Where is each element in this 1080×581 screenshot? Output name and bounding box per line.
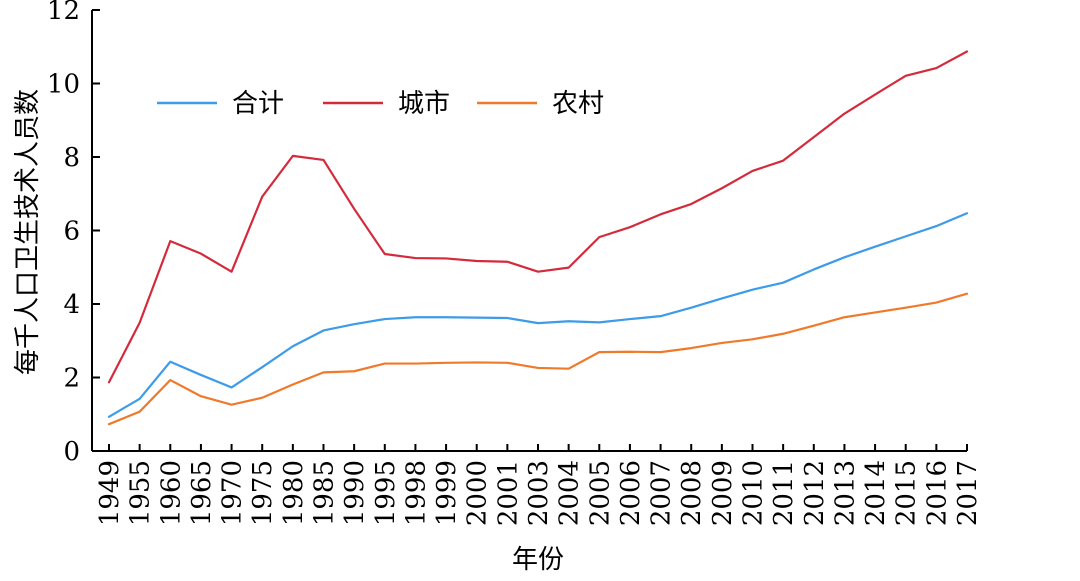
y-tick-label: 6 [63, 217, 80, 247]
x-axis-title: 年份 [512, 545, 564, 575]
x-tick-label: 2008 [677, 460, 707, 526]
x-tick-label: 2005 [585, 460, 615, 526]
y-tick-label: 8 [63, 143, 80, 173]
x-tick-label: 1965 [187, 460, 217, 526]
y-tick-label: 10 [47, 70, 80, 100]
x-tick-label: 2006 [616, 460, 646, 526]
x-tick-label: 2015 [892, 460, 922, 526]
x-tick-label: 2016 [922, 460, 952, 526]
x-tick-label: 2009 [708, 460, 738, 526]
y-axis-ticks: 0 2 4 6 8 10 12 [47, 0, 100, 467]
x-tick-label: 1955 [126, 460, 156, 526]
y-tick-label: 4 [63, 290, 80, 320]
x-tick-label: 2010 [739, 460, 769, 526]
x-tick-label: 1980 [279, 460, 309, 526]
y-tick-label: 0 [63, 437, 80, 467]
x-axis-ticks: 1949 1955 1960 1965 1970 1975 1980 1985 1990 1995… [95, 444, 983, 526]
x-tick-label: 2003 [524, 460, 554, 526]
y-axis-title: 每千人口卫生技术人员数 [13, 89, 43, 375]
series-line-1 [107, 50, 969, 384]
x-tick-label: 2011 [769, 460, 799, 526]
x-tick-label: 1985 [310, 460, 340, 526]
x-tick-label: 2013 [830, 460, 860, 526]
x-tick-label: 2014 [861, 460, 891, 526]
y-tick-label: 2 [63, 364, 80, 394]
y-tick-label: 12 [47, 0, 80, 26]
x-tick-label: 2000 [463, 460, 493, 526]
x-tick-label: 1970 [218, 460, 248, 526]
series-line-2 [107, 292, 969, 426]
x-tick-label: 2007 [647, 460, 677, 526]
legend-label-2: 农村 [552, 89, 604, 119]
x-tick-label: 2001 [493, 460, 523, 526]
legend-label-1: 城市 [398, 89, 450, 119]
x-tick-label: 1999 [432, 460, 462, 526]
x-tick-label: 1990 [340, 460, 370, 526]
x-tick-label: 1960 [156, 460, 186, 526]
x-tick-label: 2017 [953, 460, 983, 526]
x-tick-label: 2004 [555, 460, 585, 526]
x-tick-label: 1998 [401, 460, 431, 526]
legend: 合计 城市 农村 [157, 89, 604, 119]
x-tick-label: 1975 [248, 460, 278, 526]
x-tick-label: 1949 [95, 460, 125, 526]
x-tick-label: 1995 [371, 460, 401, 526]
series-lines [107, 50, 969, 426]
legend-label-0: 合计 [232, 89, 284, 119]
x-tick-label: 2012 [800, 460, 830, 526]
series-line-0 [107, 212, 969, 418]
